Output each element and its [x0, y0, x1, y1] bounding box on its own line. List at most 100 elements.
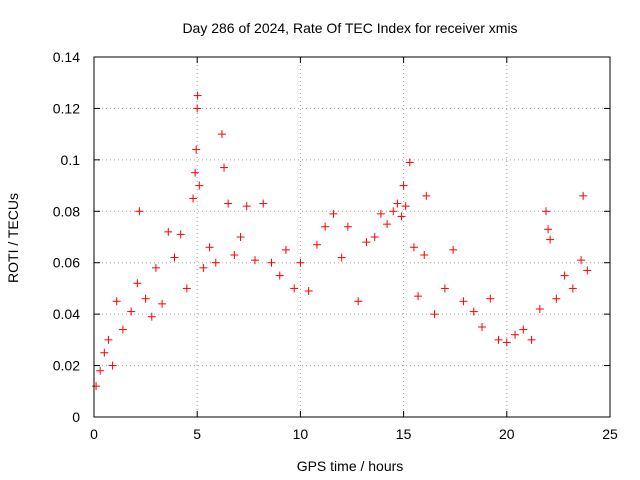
data-point	[511, 330, 520, 339]
data-point	[583, 266, 592, 275]
y-tick-label: 0.08	[53, 203, 80, 219]
data-point	[486, 294, 495, 303]
data-point	[191, 168, 200, 177]
x-tick-label: 5	[193, 426, 201, 442]
data-point	[527, 335, 536, 344]
data-point	[401, 202, 410, 211]
data-point	[170, 253, 179, 262]
y-tick-label: 0.06	[53, 255, 80, 271]
x-axis-label: GPS time / hours	[297, 458, 404, 474]
data-point	[192, 145, 201, 154]
data-point	[220, 163, 229, 172]
data-point	[399, 181, 408, 190]
data-point	[100, 348, 109, 357]
data-point	[189, 194, 198, 203]
data-point	[440, 284, 449, 293]
y-tick-label: 0	[72, 409, 80, 425]
x-tick-label: 20	[499, 426, 515, 442]
x-tick-label: 0	[90, 426, 98, 442]
data-point	[205, 243, 214, 252]
data-point	[409, 243, 418, 252]
chart-title: Day 286 of 2024, Rate Of TEC Index for r…	[182, 20, 517, 36]
data-point	[158, 299, 167, 308]
data-point	[250, 256, 259, 265]
data-point	[230, 251, 239, 259]
data-point	[104, 335, 113, 344]
data-point	[579, 191, 588, 200]
plot-frame	[93, 56, 611, 418]
data-point	[108, 361, 117, 370]
data-point	[267, 258, 276, 267]
data-point	[542, 207, 551, 216]
data-point	[337, 253, 346, 262]
data-point	[92, 382, 101, 391]
data-point	[176, 230, 185, 239]
data-point	[459, 297, 468, 306]
data-point	[546, 235, 555, 244]
data-point	[118, 325, 127, 334]
data-point	[405, 158, 414, 167]
data-point	[127, 307, 136, 316]
data-point	[321, 222, 330, 231]
points-layer	[92, 91, 592, 391]
data-point	[397, 212, 406, 221]
data-point	[329, 209, 338, 218]
data-point	[281, 245, 290, 254]
data-point	[354, 297, 363, 306]
y-tick-label: 0.1	[61, 152, 81, 168]
data-point	[494, 335, 503, 344]
data-point	[502, 338, 511, 347]
data-point	[544, 225, 553, 234]
data-point	[552, 294, 561, 303]
data-point	[422, 191, 431, 200]
data-point	[135, 207, 144, 216]
data-point	[141, 294, 150, 303]
data-point	[242, 202, 251, 211]
data-point	[304, 287, 313, 295]
data-point	[577, 256, 586, 265]
data-point	[193, 91, 202, 100]
data-point	[259, 199, 268, 208]
y-tick-label: 0.12	[53, 100, 80, 116]
x-tick-label: 10	[293, 426, 309, 442]
data-point	[376, 209, 385, 218]
y-axis-label: ROTI / TECUs	[5, 193, 21, 283]
x-tick-label: 15	[396, 426, 412, 442]
data-point	[164, 227, 173, 236]
data-point	[224, 199, 233, 208]
data-point	[236, 233, 245, 241]
axes-layer	[93, 56, 611, 418]
data-point	[560, 271, 569, 280]
data-point	[147, 312, 156, 321]
data-point	[182, 284, 191, 293]
data-point	[568, 284, 577, 293]
data-point	[96, 366, 105, 375]
data-point	[449, 245, 458, 254]
data-point	[211, 258, 220, 267]
data-point	[275, 271, 284, 280]
data-point	[296, 258, 305, 267]
data-point	[199, 263, 208, 272]
data-point	[420, 251, 429, 259]
data-point	[112, 297, 121, 306]
y-tick-label: 0.14	[53, 49, 80, 65]
data-point	[430, 310, 439, 319]
data-point	[193, 104, 202, 113]
data-point	[370, 233, 379, 241]
data-point	[151, 263, 160, 272]
data-point	[195, 181, 204, 190]
x-tick-label: 25	[602, 426, 618, 442]
data-point	[383, 220, 392, 229]
data-point	[133, 279, 142, 288]
data-point	[478, 323, 487, 331]
data-point	[343, 222, 352, 231]
data-point	[217, 130, 226, 139]
data-point	[389, 207, 398, 216]
y-tick-label: 0.04	[53, 306, 80, 322]
data-point	[414, 292, 423, 301]
data-point	[535, 305, 544, 313]
grid-layer	[93, 56, 611, 418]
data-point	[290, 284, 299, 293]
